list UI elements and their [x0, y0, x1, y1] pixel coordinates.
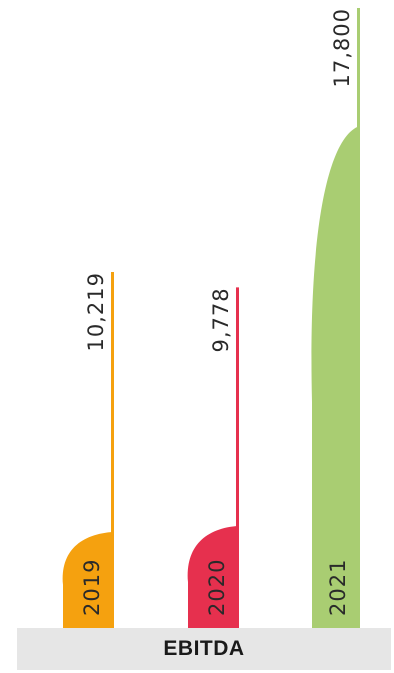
value-label-2020: 9,778: [209, 287, 233, 352]
area-2021: [311, 125, 360, 629]
area-2019: [62, 531, 114, 628]
value-label-2019: 10,219: [84, 272, 108, 351]
year-label-2020: 2020: [205, 559, 229, 616]
year-label-2021: 2021: [326, 559, 350, 616]
value-label-2021: 17,800: [330, 8, 354, 87]
chart-title: EBITDA: [163, 637, 245, 660]
year-label-2019: 2019: [80, 559, 104, 616]
chart-title-bar: EBITDA: [17, 628, 391, 670]
area-2020: [187, 525, 239, 628]
